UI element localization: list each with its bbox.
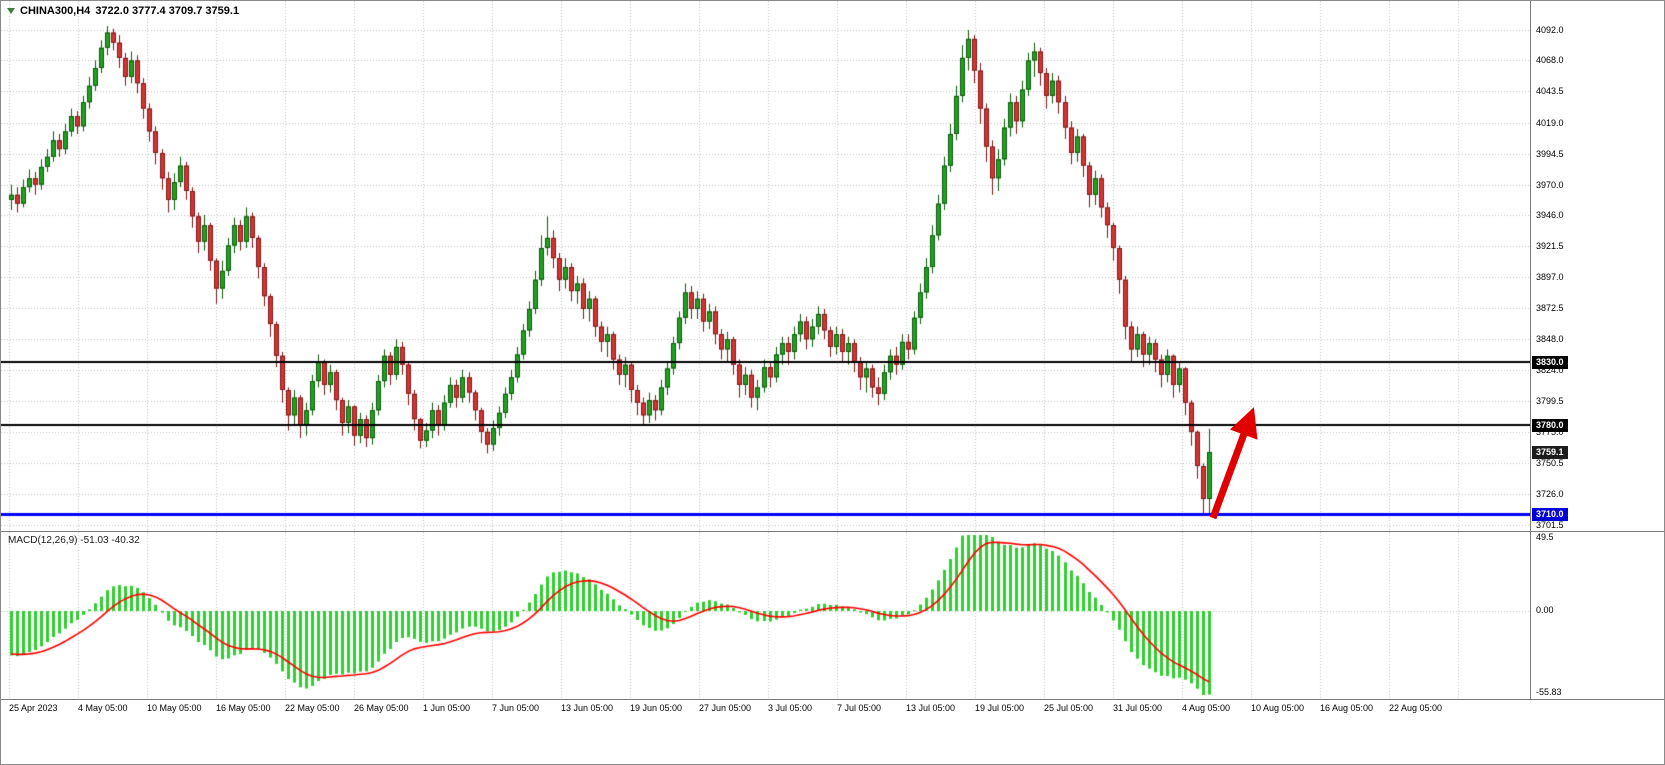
price-axis[interactable]: 4092.0 4068.0 4043.5 4019.0 3994.5 3970.0 3946… [1530,1,1664,531]
trend-arrow-annotation[interactable] [1,1,1530,531]
time-tick-label: 16 May 05:00 [216,703,271,713]
macd-label: MACD(12,26,9) -51.03 -40.32 [8,535,140,546]
time-tick-label: 10 Aug 05:00 [1251,703,1305,713]
time-tick-label: 1 Jun 05:00 [423,703,471,713]
time-axis[interactable]: 25 Apr 2023 4 May 05:00 10 May 05:00 16 May… [1,699,1664,764]
price-tick-label: 3872.5 [1536,303,1564,314]
time-tick-label: 26 May 05:00 [354,703,409,713]
macd-axis[interactable]: 49.5 0.00 -55.83 [1530,532,1664,699]
time-tick-label: 25 Apr 2023 [9,703,58,713]
price-tick-label: 3848.0 [1536,334,1564,345]
time-tick-label: 13 Jul 05:00 [906,703,956,713]
hline-price-badge: 3780.0 [1532,419,1568,433]
symbol-dropdown-icon[interactable] [7,8,15,14]
price-tick-label: 3994.5 [1536,148,1564,159]
price-tick-label: 4092.0 [1536,25,1564,35]
price-tick-label: 3970.0 [1536,179,1564,190]
time-tick-label: 10 May 05:00 [147,703,202,713]
macd-axis-top-label: 49.5 [1536,532,1554,542]
price-tick-label: 4019.0 [1536,117,1564,128]
time-tick-label: 19 Jul 05:00 [975,703,1025,713]
price-chart-pane[interactable]: CHINA300,H4 3722.0 3777.4 3709.7 3759.1 … [1,1,1664,531]
time-tick-label: 31 Jul 05:00 [1113,703,1163,713]
price-tick-label: 3726.0 [1536,488,1564,499]
macd-axis-zero-label: 0.00 [1536,605,1554,615]
price-tick-label: 4043.5 [1536,86,1564,97]
price-tick-label: 4068.0 [1536,55,1564,66]
price-tick-label: 3824.0 [1536,364,1564,375]
price-tick-label: 3750.5 [1536,457,1564,468]
price-tick-label: 3921.5 [1536,241,1564,252]
time-tick-label: 7 Jun 05:00 [492,703,540,713]
time-tick-label: 3 Jul 05:00 [768,703,813,713]
symbol-info-bar: CHINA300,H4 3722.0 3777.4 3709.7 3759.1 [7,5,239,17]
time-tick-label: 22 Aug 05:00 [1389,703,1443,713]
symbol-ohlc-values: 3722.0 3777.4 3709.7 3759.1 [95,5,240,17]
price-tick-label: 3897.0 [1536,272,1564,283]
time-tick-label: 16 Aug 05:00 [1320,703,1374,713]
macd-chart-canvas[interactable] [1,532,1530,699]
hline-price-badge: 3710.0 [1532,508,1568,522]
time-tick-label: 7 Jul 05:00 [837,703,882,713]
current-price-badge: 3759.1 [1532,445,1568,459]
macd-indicator-pane[interactable]: MACD(12,26,9) -51.03 -40.32 49.5 0.00 -5… [1,531,1664,699]
time-tick-label: 19 Jun 05:00 [630,703,683,713]
candlestick-chart-canvas[interactable] [1,1,1530,531]
price-tick-label: 3946.0 [1536,210,1564,221]
price-tick-label: 3799.5 [1536,395,1564,406]
macd-axis-bottom-label: -55.83 [1536,687,1562,697]
time-tick-label: 25 Jul 05:00 [1044,703,1094,713]
time-tick-label: 4 May 05:00 [78,703,128,713]
time-tick-label: 22 May 05:00 [285,703,340,713]
symbol-title: CHINA300,H4 [20,5,91,17]
time-tick-label: 4 Aug 05:00 [1182,703,1231,713]
time-tick-label: 13 Jun 05:00 [561,703,614,713]
price-tick-label: 3701.5 [1536,520,1564,530]
hline-price-badge: 3830.0 [1532,356,1568,370]
time-tick-label: 27 Jun 05:00 [699,703,752,713]
